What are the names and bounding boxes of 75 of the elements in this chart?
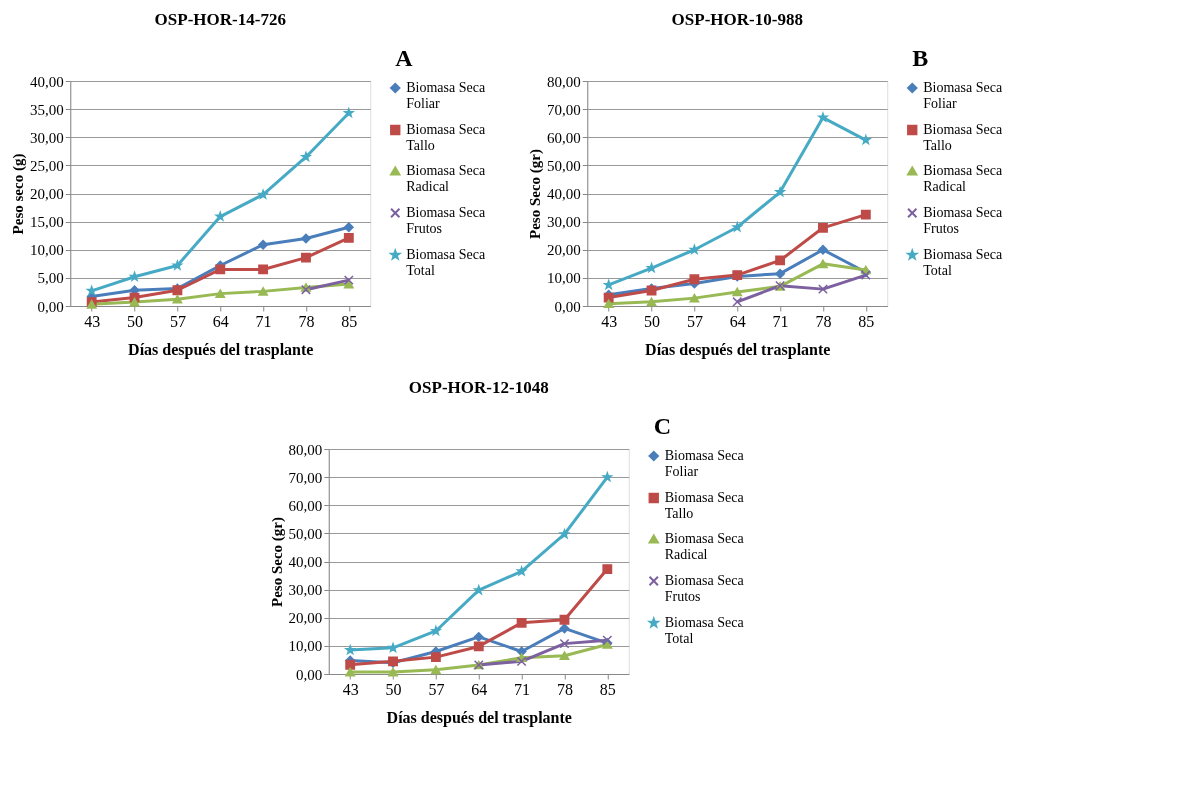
x-tick-label: 57 (686, 312, 703, 330)
y-tick-label: 40,00 (288, 554, 323, 570)
y-tick-label: 60,00 (547, 129, 581, 146)
y-axis-title: Peso seco (g) (10, 153, 27, 235)
legend-label: Biomasa Seca Foliar (406, 80, 486, 111)
x-tick-label: 57 (169, 312, 186, 330)
text: A (395, 45, 414, 71)
y-tick-label: 80,00 (288, 441, 323, 458)
x-tick-label: 85 (341, 312, 358, 330)
x-tick-label: 64 (729, 312, 746, 330)
y-tick-label: 30,00 (288, 582, 323, 599)
legend-label: Biomasa Seca Frutos (406, 205, 486, 236)
y-tick-label: 50,00 (288, 525, 323, 542)
x-tick-label: 43 (342, 680, 359, 698)
legend-label: Biomasa Seca Total (664, 615, 745, 646)
chart-title: OSP-HOR-10-988 (671, 10, 803, 29)
y-tick-label: 70,00 (288, 469, 323, 486)
y-tick-label: 25,00 (30, 157, 64, 174)
x-axis-title: Días después del trasplante (128, 340, 314, 359)
chart-title: OSP-HOR-14-726 (154, 10, 286, 29)
y-tick-label: 40,00 (547, 186, 581, 202)
x-tick-label: 78 (815, 312, 832, 330)
y-tick-label: 10,00 (288, 638, 323, 655)
y-tick-label: 10,00 (30, 242, 64, 259)
y-tick-label: 0,00 (37, 298, 64, 315)
chart-title: OSP-HOR-12-1048 (408, 378, 549, 397)
y-axis-title: Peso Seco (gr) (268, 517, 286, 607)
text: B (912, 45, 929, 71)
legend-label: Biomasa Seca Frutos (923, 205, 1003, 236)
x-tick-label: 78 (556, 680, 573, 698)
y-tick-label: 0,00 (296, 666, 323, 683)
y-tick-label: 0,00 (554, 298, 581, 315)
x-tick-label: 43 (84, 312, 101, 330)
y-tick-label: 20,00 (547, 242, 581, 259)
legend-label: Biomasa Seca Tallo (664, 490, 745, 521)
legend-label: Biomasa Seca Tallo (406, 122, 486, 153)
x-tick-label: 78 (298, 312, 315, 330)
y-tick-label: 15,00 (30, 214, 64, 231)
y-tick-label: 10,00 (547, 270, 581, 287)
legend-label: Biomasa Seca Radical (923, 163, 1003, 194)
x-tick-label: 50 (385, 680, 402, 698)
x-tick-label: 85 (858, 312, 875, 330)
legend-label: Biomasa Seca Total (406, 247, 486, 278)
y-tick-label: 60,00 (288, 497, 323, 514)
legend-label: Biomasa Seca Tallo (923, 122, 1003, 153)
legend-label: Biomasa Seca Foliar (923, 80, 1003, 111)
x-tick-label: 43 (601, 312, 618, 330)
x-tick-label: 85 (599, 680, 616, 698)
y-tick-label: 30,00 (547, 214, 581, 231)
legend-label: Biomasa Seca Radical (664, 531, 745, 562)
x-axis-title: Días después del trasplante (645, 340, 831, 359)
text: C (653, 413, 672, 439)
legend-label: Biomasa Seca Total (923, 247, 1003, 278)
y-tick-label: 50,00 (547, 157, 581, 174)
y-tick-label: 20,00 (288, 610, 323, 627)
y-tick-label: 30,00 (30, 129, 64, 146)
y-tick-label: 40,00 (30, 73, 64, 90)
x-tick-label: 71 (772, 312, 789, 330)
y-tick-label: 20,00 (30, 186, 64, 202)
legend-label: Biomasa Seca Radical (406, 163, 486, 194)
y-tick-label: 5,00 (37, 270, 64, 287)
x-tick-label: 64 (471, 680, 488, 698)
legend-label: Biomasa Seca Foliar (664, 448, 745, 479)
x-tick-label: 71 (255, 312, 272, 330)
x-tick-label: 64 (212, 312, 229, 330)
legend-label: Biomasa Seca Frutos (664, 573, 745, 604)
x-tick-label: 71 (514, 680, 531, 698)
y-tick-label: 80,00 (547, 73, 581, 90)
y-axis-title: Peso Seco (gr) (527, 149, 544, 239)
x-axis-title: Días después del trasplante (386, 708, 572, 727)
x-tick-label: 50 (127, 312, 144, 330)
x-tick-label: 50 (644, 312, 661, 330)
y-tick-label: 35,00 (30, 101, 64, 118)
y-tick-label: 70,00 (547, 101, 581, 118)
x-tick-label: 57 (428, 680, 445, 698)
